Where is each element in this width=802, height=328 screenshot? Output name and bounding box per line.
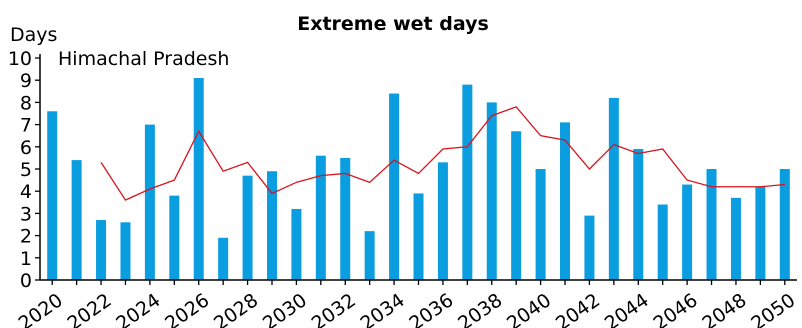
x-tick-label: 2050	[747, 289, 799, 328]
x-tick-label: 2042	[552, 289, 604, 328]
x-tick-label: 2034	[357, 289, 409, 328]
bar	[47, 111, 58, 280]
bar	[682, 184, 693, 280]
bar	[584, 215, 595, 280]
trend-line	[100, 106, 785, 201]
bar	[364, 231, 375, 280]
y-tick-label: 4	[20, 181, 32, 203]
x-tick-label: 2024	[112, 289, 164, 328]
x-tick-label: 2036	[405, 289, 457, 328]
y-tick-label: 8	[20, 92, 32, 114]
x-tick-label: 2028	[210, 289, 262, 328]
x-tick-label: 2038	[454, 289, 506, 328]
bar	[389, 93, 400, 281]
bar	[315, 155, 326, 280]
bar	[486, 102, 497, 281]
x-tick-label: 2044	[601, 289, 653, 328]
bar	[413, 193, 424, 280]
bar-series	[47, 77, 790, 281]
y-tick-label: 3	[20, 203, 32, 225]
bar	[291, 208, 302, 280]
bar	[437, 162, 448, 280]
bar	[535, 169, 546, 280]
x-tick-label: 2032	[308, 289, 360, 328]
bar	[120, 222, 131, 280]
line-series	[100, 106, 785, 201]
x-tick-label: 2048	[698, 289, 750, 328]
bar	[71, 160, 82, 280]
bar	[633, 149, 644, 280]
chart-title: Extreme wet days	[297, 13, 489, 35]
y-tick-label: 2	[20, 226, 32, 248]
y-tick-label: 9	[20, 70, 32, 92]
x-tick-label: 2030	[259, 289, 311, 328]
y-tick-label: 5	[20, 159, 32, 181]
y-axis-label: Days	[10, 24, 57, 46]
bar	[218, 237, 229, 280]
bar	[96, 220, 107, 280]
y-tick-label: 10	[8, 48, 32, 70]
bar	[657, 204, 668, 280]
y-tick-label: 0	[20, 270, 32, 292]
bar	[706, 169, 717, 280]
bar	[144, 124, 155, 280]
x-tick-label: 2040	[503, 289, 555, 328]
bar	[193, 77, 204, 280]
y-tick-label: 7	[20, 115, 32, 137]
bar	[560, 122, 571, 280]
y-tick-label: 6	[20, 137, 32, 159]
bar	[266, 171, 277, 280]
x-tick-label: 2020	[15, 289, 67, 328]
bar	[608, 97, 619, 281]
bar	[169, 195, 180, 280]
x-tick-label: 2046	[650, 289, 702, 328]
bar	[755, 186, 766, 280]
x-tick-label: 2022	[63, 289, 115, 328]
bar	[730, 197, 741, 280]
y-tick-label: 1	[20, 248, 32, 270]
bar	[340, 157, 351, 280]
bar	[511, 131, 522, 280]
bar	[779, 169, 790, 280]
bar	[462, 84, 473, 280]
x-axis: 2020202220242026202820302032203420362038…	[15, 279, 799, 328]
x-tick-label: 2026	[161, 289, 213, 328]
region-label: Himachal Pradesh	[58, 48, 229, 70]
bar	[242, 175, 253, 280]
